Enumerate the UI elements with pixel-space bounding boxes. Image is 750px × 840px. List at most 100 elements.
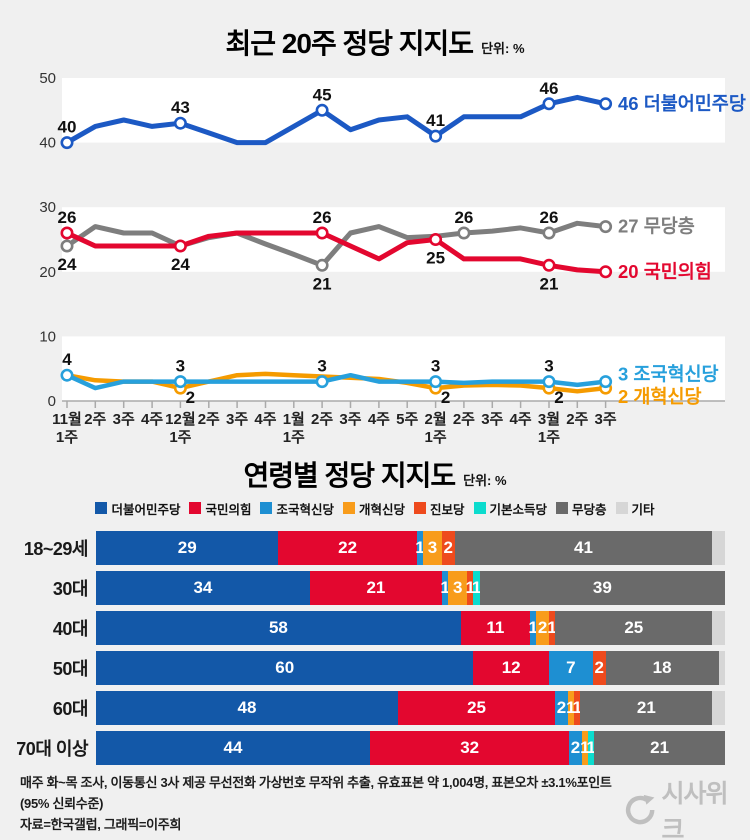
bar-segment: 1 xyxy=(472,571,481,605)
data-point-marker xyxy=(173,116,187,130)
bar-segment: 48 xyxy=(96,691,398,725)
bar-segment: 1 xyxy=(586,731,596,765)
bar-segment: 25 xyxy=(555,611,713,645)
bar-segment: 11 xyxy=(460,611,530,645)
bar-segment-label: 2 xyxy=(570,738,581,757)
line-series-rebuilding: 4 3 3 3 3 3 조국혁신당 xyxy=(60,350,719,391)
data-point-marker xyxy=(457,226,471,240)
bar-segment: 1 xyxy=(440,571,450,605)
data-point-marker xyxy=(60,226,74,240)
bar-segment: 1 xyxy=(580,731,590,765)
age-chart-title-row: 연령별 정당 지지도 단위: % xyxy=(0,446,750,494)
x-tick-label: 3주 xyxy=(481,411,503,428)
y-tick-label: 50 xyxy=(39,70,56,87)
x-tick-label: 11월 xyxy=(52,411,82,428)
bar-segment: 1 xyxy=(415,531,425,565)
y-tick-label: 0 xyxy=(48,393,56,410)
bar-segment-label: 41 xyxy=(574,538,593,557)
bar-segment xyxy=(712,531,725,565)
line-series-independents: 24 21 26 26 27 무당층 xyxy=(58,208,695,293)
data-point-label: 21 xyxy=(540,274,559,293)
data-point-marker xyxy=(542,226,556,240)
bar-segment-label: 1 xyxy=(465,578,476,597)
legend-label: 조국혁신당 xyxy=(276,502,334,517)
bar-segment: 3 xyxy=(423,531,442,565)
legend-label: 기타 xyxy=(631,502,655,517)
stacked-bar: 34 21 1 3 1 1 39 xyxy=(96,571,726,605)
y-tick-label: 40 xyxy=(39,135,56,152)
bar-segment: 2 xyxy=(555,691,568,725)
bar-segment: 1 xyxy=(528,611,538,645)
bar-segment: 58 xyxy=(96,611,461,645)
bar-segment: 21 xyxy=(594,731,725,765)
x-tick-label: 5주 xyxy=(396,411,418,428)
bar-segment: 21 xyxy=(309,571,442,605)
series-end-label: 20 국민의힘 xyxy=(618,261,712,282)
bar-segment-label: 7 xyxy=(566,658,576,677)
data-point-label: 26 xyxy=(540,208,559,227)
bar-segment-label: 44 xyxy=(223,738,243,757)
data-point-label: 24 xyxy=(171,255,190,274)
x-tick-label: 1주 xyxy=(169,429,191,446)
x-tick-label: 2주 xyxy=(198,411,220,428)
bar-segment: 12 xyxy=(473,651,549,685)
data-point-marker xyxy=(173,239,187,253)
bar-segment-label: 21 xyxy=(366,578,386,597)
legend-label: 더불어민주당 xyxy=(111,502,181,517)
legend-label: 개혁신당 xyxy=(358,502,405,517)
data-point-label: 25 xyxy=(426,249,445,268)
data-point-label: 3 xyxy=(317,357,326,376)
age-group-label: 30대 xyxy=(52,579,89,599)
data-point-marker xyxy=(542,258,556,272)
series-end-label: 27 무당층 xyxy=(618,216,695,237)
data-point-marker xyxy=(429,129,443,143)
data-point-label: 26 xyxy=(58,208,77,227)
data-point-marker xyxy=(60,136,74,150)
data-point-marker xyxy=(599,375,613,389)
bar-segment-label: 1 xyxy=(586,738,596,757)
age-group-label: 18~29세 xyxy=(23,539,89,559)
bar-segment-label: 21 xyxy=(636,698,656,717)
data-point-marker xyxy=(315,375,329,389)
sisaweek-logo-icon xyxy=(626,794,655,825)
bar-segment-label: 1 xyxy=(547,618,557,637)
x-tick-label: 2월 xyxy=(425,411,447,428)
legend-item: 기타 xyxy=(615,499,655,518)
data-point-marker xyxy=(60,239,74,253)
stacked-bar: 29 22 1 3 2 41 xyxy=(96,531,725,565)
stacked-bar: 44 32 2 1 1 21 xyxy=(96,731,725,765)
bar-segment: 1 xyxy=(566,691,576,725)
bar-segment: 2 xyxy=(441,531,455,565)
bar-segment xyxy=(712,611,725,645)
bar-segment: 34 xyxy=(96,571,310,605)
trend-line xyxy=(64,372,608,391)
age-row: 50대 60 12 7 2 18 xyxy=(0,648,750,688)
footer: 매주 화~목 조사, 이동통신 3사 제공 무선전화 가상번호 무작위 추출, … xyxy=(20,772,750,840)
data-point-marker xyxy=(315,226,329,240)
y-tick-label: 10 xyxy=(39,328,56,345)
bar-segment-label: 1 xyxy=(566,698,576,717)
bar-segment-label: 2 xyxy=(594,658,604,677)
data-point-label: 45 xyxy=(313,85,332,104)
bar-segment: 1 xyxy=(547,611,557,645)
bar-segment-label: 1 xyxy=(528,618,538,637)
series-end-label: 3 조국혁신당 xyxy=(618,364,719,385)
bar-segment: 2 xyxy=(592,651,606,685)
bar-segment: 39 xyxy=(479,571,726,605)
age-group-label: 50대 xyxy=(52,659,89,679)
legend-item: 개혁신당 xyxy=(342,499,405,518)
legend-swatch xyxy=(342,502,355,514)
footer-notes: 매주 화~목 조사, 이동통신 3사 제공 무선전화 가상번호 무작위 추출, … xyxy=(20,772,625,835)
age-row: 30대 34 21 1 3 1 1 39 xyxy=(0,568,750,608)
age-group-label: 60대 xyxy=(52,699,89,719)
bar-segment-label: 29 xyxy=(177,538,197,557)
data-point-label: 4 xyxy=(62,350,72,369)
age-group-label: 40대 xyxy=(52,619,89,639)
legend-swatch xyxy=(556,502,569,514)
x-tick-label: 3월 xyxy=(538,411,560,428)
legend-swatch xyxy=(260,502,273,514)
legend-swatch xyxy=(189,502,202,514)
bar-segment-label: 12 xyxy=(501,658,521,677)
bar-segment: 29 xyxy=(96,531,279,565)
